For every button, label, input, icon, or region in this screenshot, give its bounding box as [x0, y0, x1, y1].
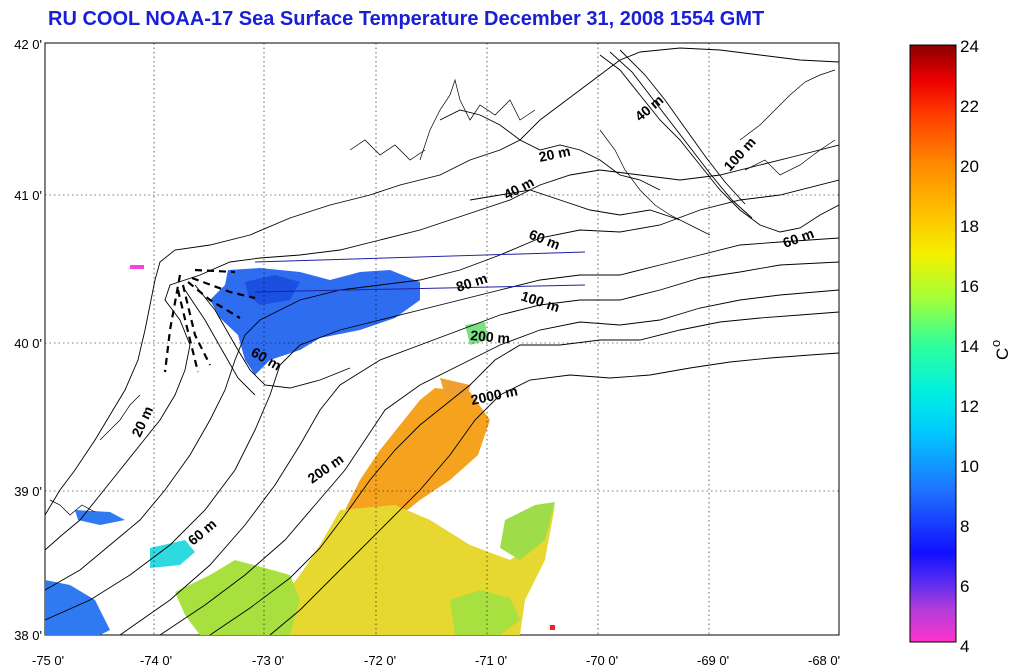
contour-label: 20 m — [537, 143, 572, 165]
glider-tracks — [163, 268, 256, 373]
lon-tick: -71 0' — [475, 653, 507, 668]
lon-tick: -74 0' — [140, 653, 172, 668]
contour-label: 200 m — [470, 327, 511, 346]
sst-green-patch-2 — [450, 590, 520, 635]
lat-axis: 38 0' 39 0' 40 0' 41 0' 42 0' — [14, 37, 42, 643]
sst-magenta-point — [130, 265, 144, 269]
sst-green-patch — [175, 560, 300, 635]
colorbar-unit-degree: o — [988, 340, 1003, 347]
lon-tick: -75 0' — [32, 653, 64, 668]
colorbar-tick: 14 — [960, 337, 979, 356]
colorbar-unit-letter: C — [993, 348, 1012, 360]
sst-cold-sw-2 — [75, 510, 125, 525]
colorbar-tick: 24 — [960, 37, 979, 56]
sst-green-east-patch — [500, 502, 555, 560]
colorbar-tick: 20 — [960, 157, 979, 176]
coast-detail — [49, 69, 836, 516]
map-grid — [45, 43, 839, 635]
colorbar-tick: 16 — [960, 277, 979, 296]
colorbar-tick: 6 — [960, 577, 969, 596]
lon-tick: -72 0' — [364, 653, 396, 668]
lat-tick: 40 0' — [14, 336, 42, 351]
colorbar-tick: 10 — [960, 457, 979, 476]
lat-tick: 38 0' — [14, 628, 42, 643]
lon-tick: -70 0' — [586, 653, 618, 668]
colorbar-gradient — [909, 44, 957, 643]
lon-tick: -68 0' — [808, 653, 840, 668]
sst-orange-streak — [440, 378, 470, 398]
colorbar: 24 22 20 18 16 14 12 10 8 6 4 C o — [909, 37, 1012, 656]
colorbar-unit: C o — [988, 340, 1012, 360]
lat-tick: 41 0' — [14, 188, 42, 203]
sst-patches — [45, 265, 555, 635]
sst-cyan-patch-2 — [465, 322, 488, 345]
colorbar-tick: 8 — [960, 517, 969, 536]
transect-lines — [254, 251, 586, 293]
sst-cyan-patch — [150, 540, 195, 568]
lat-tick: 39 0' — [14, 484, 42, 499]
sst-cold-sw — [45, 580, 110, 635]
lon-tick: -69 0' — [697, 653, 729, 668]
colorbar-tick: 22 — [960, 97, 979, 116]
colorbar-tick: 18 — [960, 217, 979, 236]
colorbar-ticks: 24 22 20 18 16 14 12 10 8 6 4 — [960, 37, 979, 656]
map-title: RU COOL NOAA-17 Sea Surface Temperature … — [48, 8, 765, 30]
lat-tick: 42 0' — [14, 37, 42, 52]
lon-tick: -73 0' — [252, 653, 284, 668]
sst-red-point — [550, 625, 555, 630]
colorbar-tick: 4 — [960, 637, 969, 656]
colorbar-tick: 12 — [960, 397, 979, 416]
sst-cold-patch-dark — [245, 275, 300, 305]
lon-axis: -75 0' -74 0' -73 0' -72 0' -71 0' -70 0… — [32, 653, 840, 668]
